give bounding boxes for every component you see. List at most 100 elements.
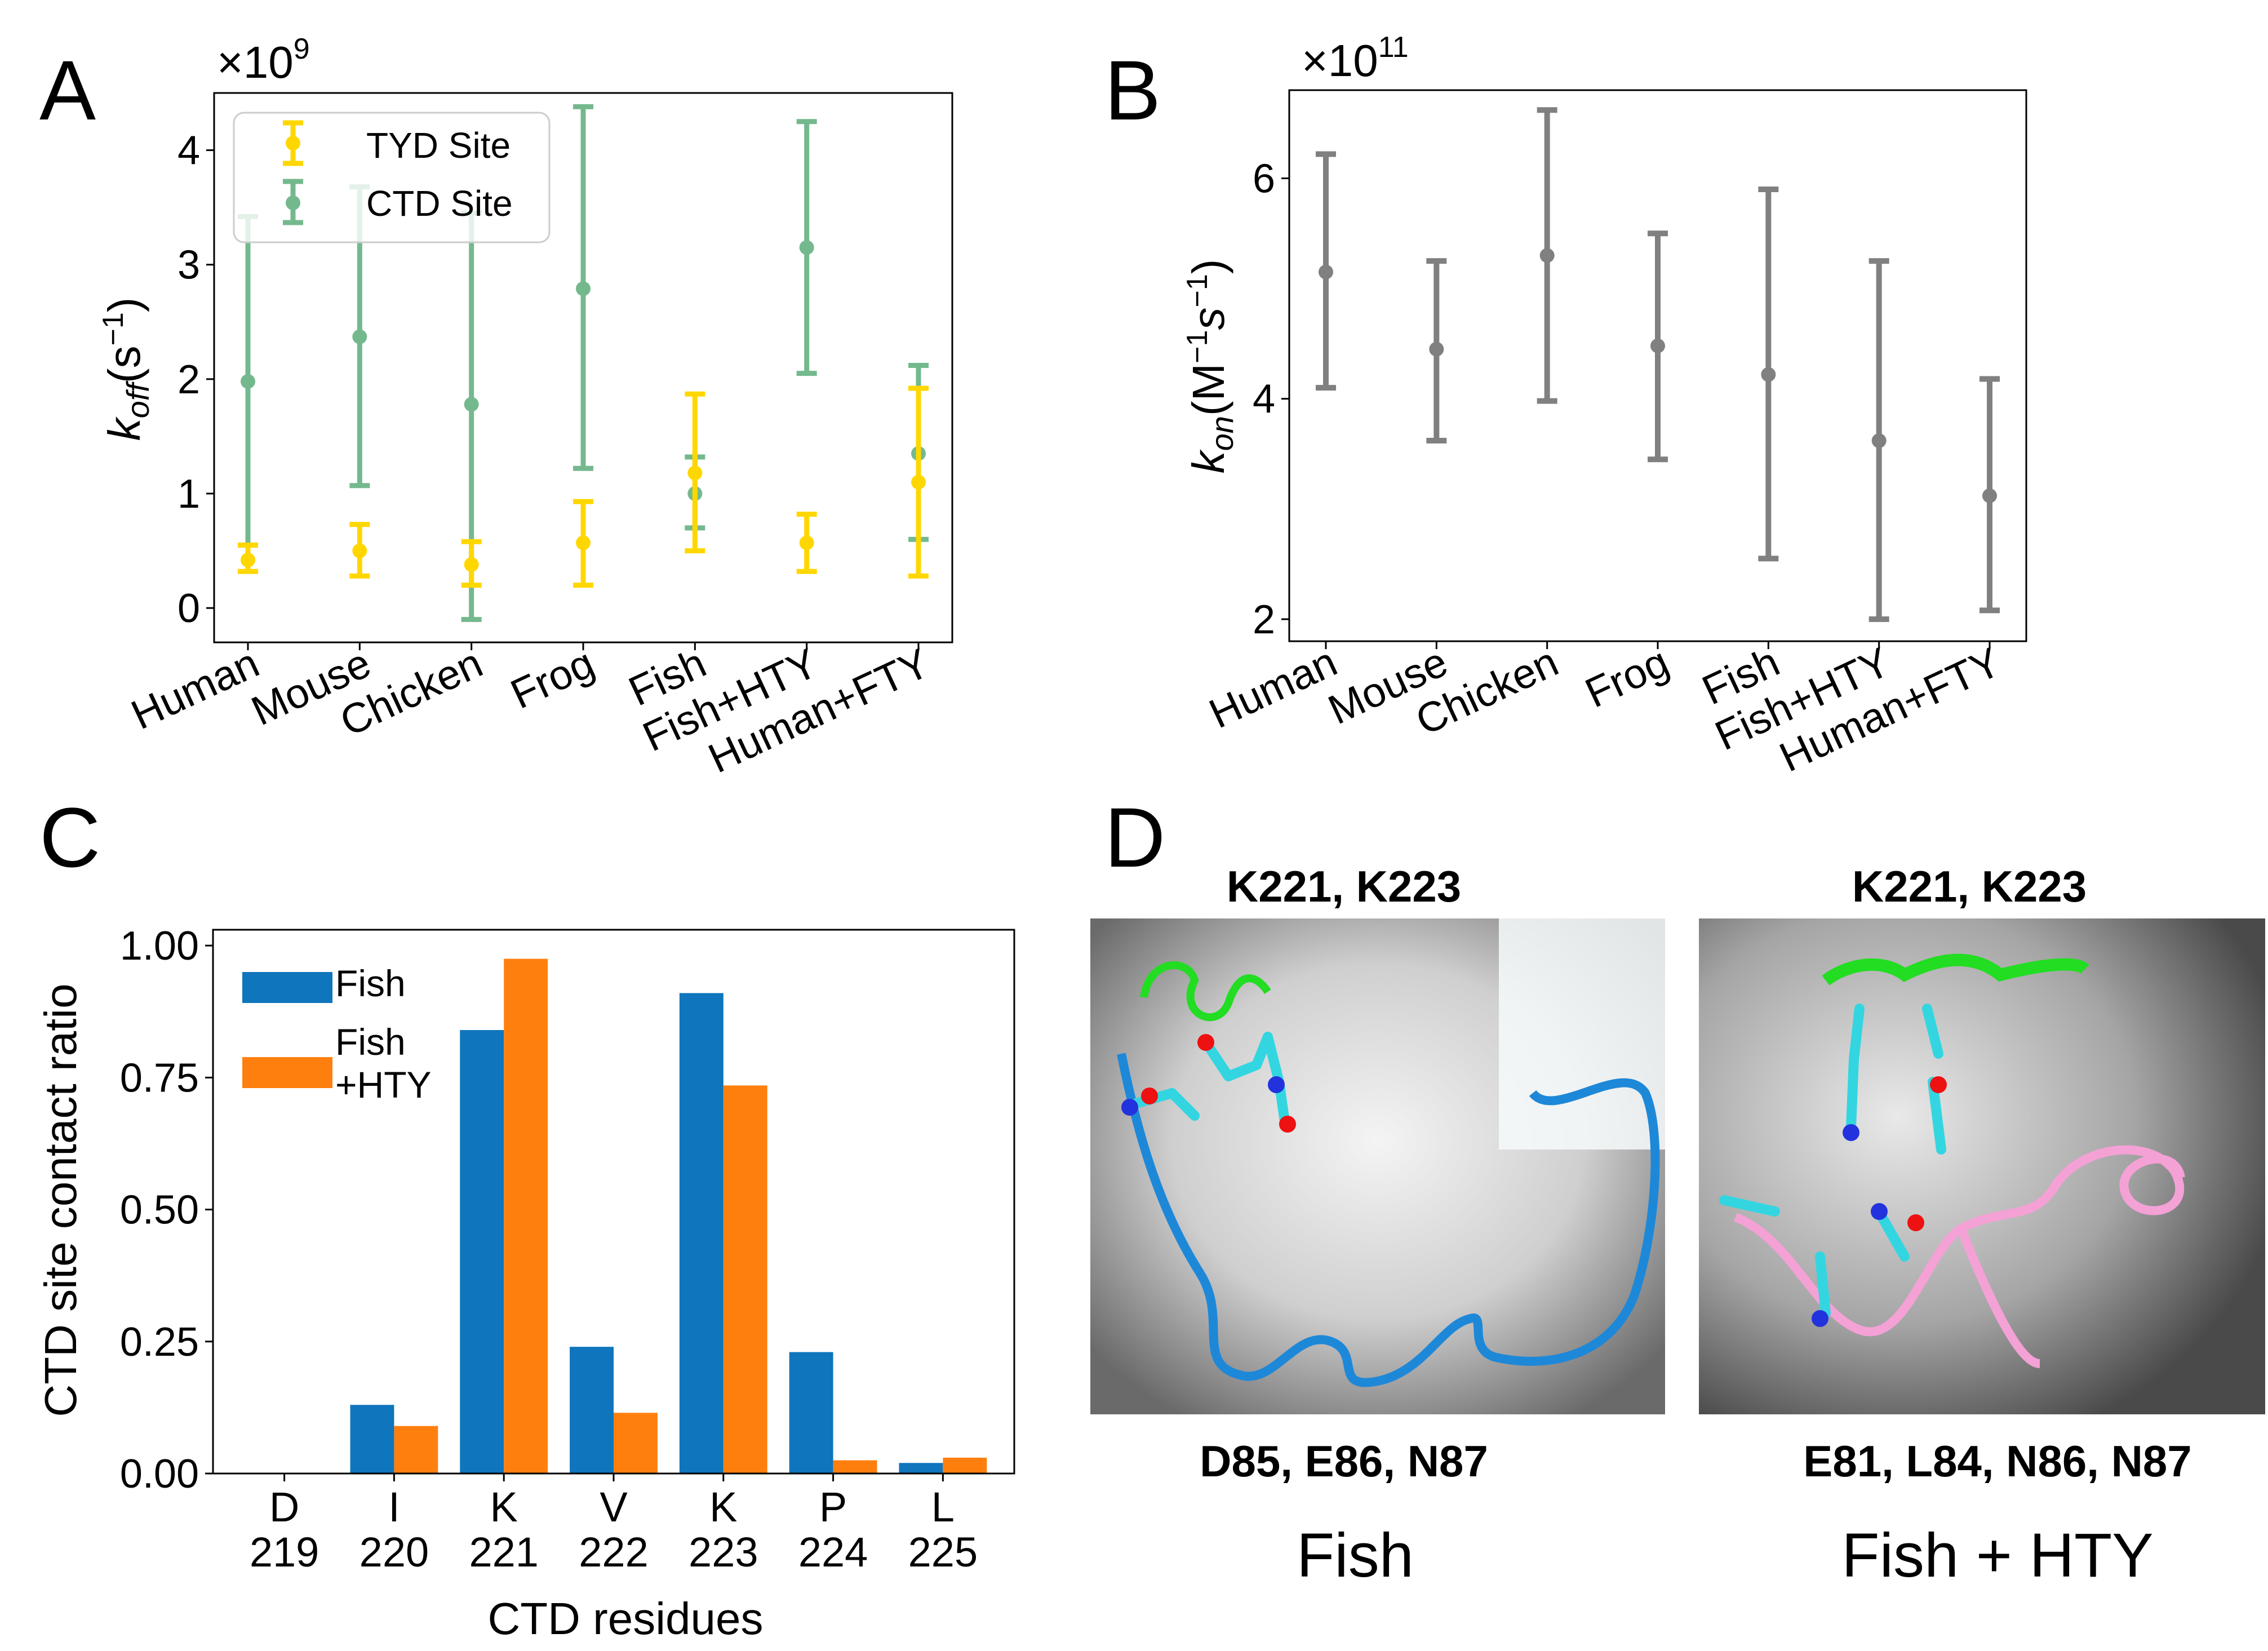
y-tick-label: 0	[177, 586, 200, 631]
kon-point-fish-hty	[1868, 258, 1889, 622]
data-point	[1429, 341, 1444, 357]
ctd-site-point-frog	[573, 104, 593, 471]
panel-d: K221, K223 K221, K223	[1090, 862, 2265, 1590]
panel-a-ylabel: koff(s−1)	[97, 298, 156, 441]
data-point	[576, 535, 591, 551]
panel-c-xlabel: CTD residues	[487, 1594, 763, 1644]
legend-label-fish-hty: Fish +HTY	[335, 1021, 432, 1106]
oxygen-atom	[1279, 1116, 1296, 1133]
panel-c-chart: 0.000.250.500.751.00 D219I220K221V222K22…	[35, 924, 1015, 1644]
data-point	[286, 136, 300, 150]
panel-label-b: B	[1104, 43, 1161, 137]
x-tick-label-number: 219	[250, 1529, 319, 1575]
y-tick-label: 4	[177, 128, 200, 174]
legend-marker-tyd	[283, 120, 303, 166]
bar-fish-p224	[789, 1352, 833, 1474]
data-point	[1650, 338, 1665, 353]
data-point	[799, 240, 814, 255]
legend-swatch-fish	[242, 972, 332, 1003]
legend-marker-ctd-glyph	[283, 179, 303, 225]
y-tick-label: 1	[177, 472, 200, 517]
y-tick-label: 1.00	[120, 924, 199, 969]
sidechain-atoms	[1812, 1076, 1947, 1327]
d-left-name: Fish	[1297, 1521, 1414, 1590]
x-tick-label-number: 224	[798, 1529, 868, 1575]
data-point	[464, 397, 479, 412]
x-tick-label-number: 223	[689, 1529, 758, 1575]
oxygen-atom	[1141, 1088, 1158, 1104]
y-tick-label: 0.25	[120, 1320, 199, 1365]
nitrogen-atom	[1121, 1099, 1138, 1116]
k221-k223-loop	[1140, 961, 1271, 1022]
tyd-site-point-human	[238, 542, 258, 574]
data-point	[464, 557, 479, 572]
panel-b-ylabel: kon(M−1s−1)	[1181, 259, 1240, 474]
legend-marker-tyd-glyph	[283, 120, 303, 166]
data-point	[241, 552, 255, 567]
tyd-site-point-fish	[685, 391, 705, 553]
d-right-top-caption: K221, K223	[1852, 862, 2087, 911]
x-tick-label-number: 221	[469, 1529, 538, 1575]
tyd-site-point-human-fty	[908, 385, 929, 579]
x-tick-label-residue: L	[931, 1484, 955, 1530]
y-tick-label: 2	[1253, 597, 1275, 642]
k221-k223-strand	[1822, 953, 2089, 986]
data-point	[799, 535, 814, 551]
panel-b-marks	[1316, 107, 2000, 622]
d-right-structure-image	[1699, 918, 2265, 1414]
bar-fish-hty-k223	[723, 1085, 767, 1474]
bar-fish-hty-v222	[614, 1413, 658, 1474]
kon-point-human	[1316, 151, 1336, 391]
x-tick-label: Human	[1202, 638, 1343, 737]
nitrogen-atom	[1812, 1310, 1828, 1327]
x-tick-label: Frog	[504, 639, 601, 718]
bar-fish-hty-p224	[833, 1460, 877, 1474]
y-tick-label: 2	[177, 357, 200, 402]
tyd-site-point-fish-hty	[796, 512, 817, 574]
legend-swatch-fish-hty	[242, 1057, 332, 1088]
ctd-site-point-fish-hty	[796, 119, 817, 376]
panel-a-legend: TYD Site CTD Site	[233, 112, 551, 243]
panel-c-ylabel: CTD site contact ratio	[35, 983, 86, 1417]
x-tick-label-number: 225	[908, 1529, 978, 1575]
d-left-structure-image	[1090, 918, 1665, 1414]
panel-c-yticks: 0.00 0.25 0.50 0.75 1.00	[120, 924, 213, 1497]
x-tick-label-residue: V	[600, 1484, 628, 1530]
y-tick-label: 0.75	[120, 1055, 199, 1100]
d-left-bottom-caption: D85, E86, N87	[1200, 1436, 1488, 1486]
legend-box	[233, 112, 551, 243]
oxygen-atom	[1197, 1034, 1214, 1051]
ctd-site-point-human	[238, 214, 258, 548]
panel-c-legend: Fish Fish +HTY	[242, 962, 432, 1106]
data-point	[1539, 248, 1555, 263]
y-tick-label: 0.00	[120, 1452, 199, 1497]
tyd-site-point-frog	[573, 499, 593, 588]
x-tick-label-number: 220	[359, 1529, 429, 1575]
panel-c-bars	[350, 958, 987, 1474]
y-tick-label: 4	[1253, 377, 1275, 422]
x-tick-label-residue: D	[269, 1484, 299, 1530]
bar-fish-k221	[460, 1030, 504, 1474]
data-point	[1319, 264, 1333, 279]
x-tick-label-residue: P	[819, 1484, 847, 1530]
y-tick-label: 0.50	[120, 1188, 199, 1233]
x-tick-label: Frog	[1578, 638, 1676, 717]
x-tick-label-residue: K	[490, 1484, 518, 1530]
panel-label-a: A	[39, 43, 96, 137]
x-tick-label-residue: K	[709, 1484, 737, 1530]
y-tick-label: 3	[177, 243, 200, 288]
tyd-site-point-chicken	[461, 539, 482, 588]
y-tick-label: 6	[1253, 156, 1275, 201]
bar-fish-k223	[679, 993, 724, 1474]
legend-label-fish: Fish	[335, 962, 406, 1004]
kon-point-fish	[1758, 187, 1779, 562]
x-tick-label: Human	[124, 639, 265, 738]
panel-a-yticks: 0 1 2 3 4	[177, 128, 214, 631]
x-tick-label-number: 222	[579, 1529, 648, 1575]
bar-fish-hty-i220	[394, 1426, 438, 1474]
